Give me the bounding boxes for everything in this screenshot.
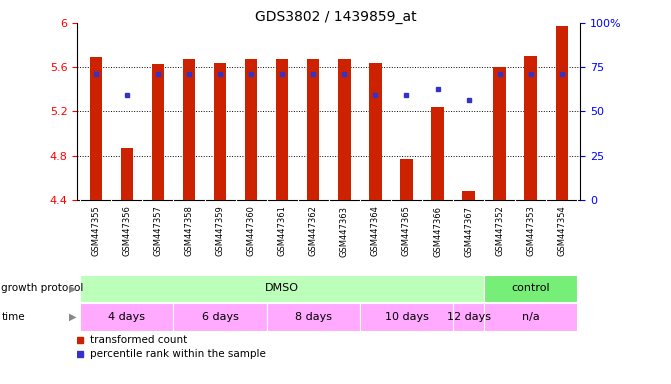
Text: GSM447361: GSM447361 xyxy=(278,205,287,257)
Text: GSM447355: GSM447355 xyxy=(91,205,100,256)
Bar xyxy=(214,63,226,200)
Bar xyxy=(525,56,537,200)
Bar xyxy=(493,67,506,200)
Bar xyxy=(81,275,484,302)
Text: GSM447353: GSM447353 xyxy=(526,205,535,257)
Bar xyxy=(453,303,484,331)
Text: ▶: ▶ xyxy=(68,312,76,322)
Bar xyxy=(338,60,350,200)
Bar xyxy=(81,303,174,331)
Text: GSM447358: GSM447358 xyxy=(185,205,193,257)
Bar xyxy=(307,60,319,200)
Bar xyxy=(360,303,453,331)
Text: GSM447365: GSM447365 xyxy=(402,205,411,257)
Text: 10 days: 10 days xyxy=(384,312,428,322)
Bar xyxy=(400,159,413,200)
Text: time: time xyxy=(1,312,25,322)
Bar xyxy=(245,60,258,200)
Text: GSM447362: GSM447362 xyxy=(309,205,318,257)
Bar xyxy=(276,60,289,200)
Text: 6 days: 6 days xyxy=(201,312,238,322)
Text: DMSO: DMSO xyxy=(265,283,299,293)
Bar xyxy=(556,26,568,200)
Text: GSM447363: GSM447363 xyxy=(340,205,349,257)
Text: percentile rank within the sample: percentile rank within the sample xyxy=(90,349,266,359)
Text: GSM447356: GSM447356 xyxy=(122,205,132,257)
Bar xyxy=(369,63,382,200)
Text: transformed count: transformed count xyxy=(90,335,187,345)
Text: GSM447359: GSM447359 xyxy=(215,205,225,256)
Text: control: control xyxy=(511,283,550,293)
Text: GSM447360: GSM447360 xyxy=(247,205,256,257)
Text: 12 days: 12 days xyxy=(447,312,491,322)
Text: 4 days: 4 days xyxy=(109,312,146,322)
Bar xyxy=(152,64,164,200)
Bar xyxy=(431,107,444,200)
Bar xyxy=(183,60,195,200)
Text: GSM447352: GSM447352 xyxy=(495,205,504,256)
Text: 8 days: 8 days xyxy=(295,312,331,322)
Bar xyxy=(462,191,475,200)
Bar xyxy=(484,303,577,331)
Bar xyxy=(266,303,360,331)
Bar xyxy=(121,148,133,200)
Text: GSM447364: GSM447364 xyxy=(371,205,380,257)
Text: GSM447354: GSM447354 xyxy=(558,205,566,256)
Text: growth protocol: growth protocol xyxy=(1,283,84,293)
Text: ▶: ▶ xyxy=(68,283,76,293)
Text: GDS3802 / 1439859_at: GDS3802 / 1439859_at xyxy=(255,10,416,23)
Text: n/a: n/a xyxy=(522,312,539,322)
Bar xyxy=(90,57,102,200)
Text: GSM447366: GSM447366 xyxy=(433,205,442,257)
Bar xyxy=(174,303,266,331)
Bar xyxy=(484,275,577,302)
Text: GSM447367: GSM447367 xyxy=(464,205,473,257)
Text: GSM447357: GSM447357 xyxy=(154,205,162,257)
